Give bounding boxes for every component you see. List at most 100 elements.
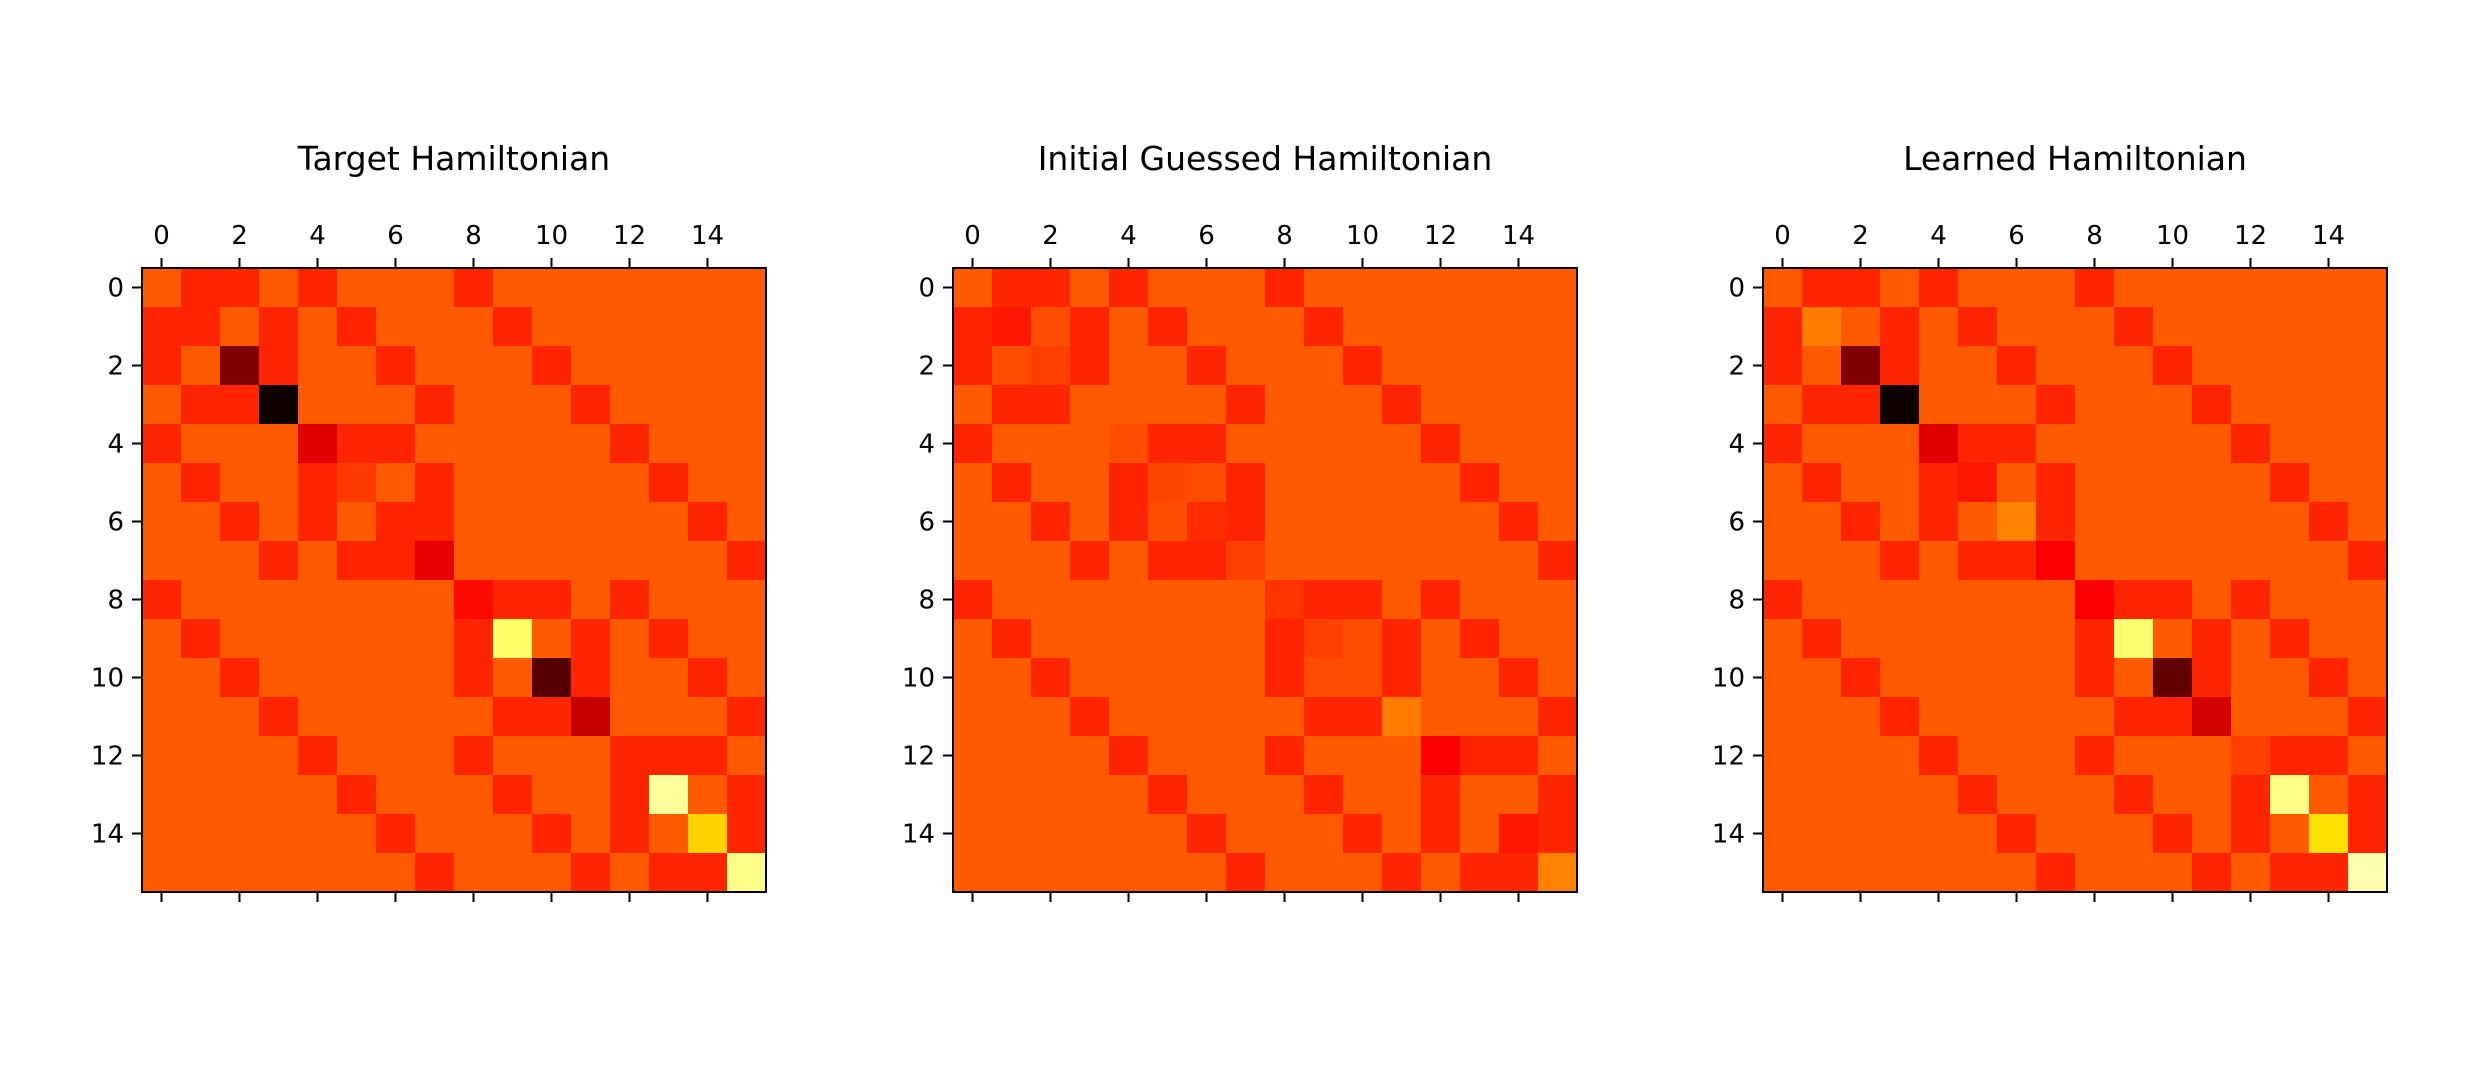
heatmap-cell	[415, 346, 455, 386]
heatmap-cell	[376, 853, 416, 893]
heatmap-cell	[1802, 346, 1842, 386]
heatmap-cell	[1997, 541, 2037, 581]
heatmap-cell	[1997, 463, 2037, 503]
y-tick-label: 6	[918, 508, 935, 538]
heatmap-cell	[298, 424, 338, 464]
heatmap-cell	[2036, 814, 2076, 854]
heatmap-cell	[610, 268, 650, 308]
heatmap-cell	[2270, 814, 2310, 854]
heatmap-cell	[1109, 580, 1149, 620]
heatmap-cell	[571, 736, 611, 776]
heatmap-cell	[259, 424, 299, 464]
heatmap-cell	[1148, 268, 1188, 308]
heatmap-cell	[649, 541, 689, 581]
heatmap-cell	[2192, 268, 2232, 308]
heatmap-cell	[1460, 424, 1500, 464]
x-tick-label: 10	[1346, 221, 1379, 251]
heatmap-cell	[1382, 268, 1422, 308]
heatmap-cell	[2348, 268, 2388, 308]
heatmap-cell	[1148, 853, 1188, 893]
heatmap-cell	[1187, 307, 1227, 347]
heatmap-cell	[376, 775, 416, 815]
heatmap-cell	[2192, 385, 2232, 425]
heatmap-cell	[1880, 736, 1920, 776]
heatmap-cell	[2348, 853, 2388, 893]
heatmap-cell	[1997, 502, 2037, 542]
heatmap-panel-0: Target Hamiltonian 0 2 4 6 8 10 12 14 0 2 4 6 8 10 12 14	[91, 139, 767, 902]
heatmap-cell	[1382, 814, 1422, 854]
heatmap-cell	[2153, 541, 2193, 581]
heatmap-cell	[337, 424, 377, 464]
heatmap-cell	[2114, 658, 2154, 698]
heatmap-cell	[1997, 814, 2037, 854]
heatmap-cell	[1304, 697, 1344, 737]
heatmap-cell	[415, 853, 455, 893]
heatmap-cell	[1304, 502, 1344, 542]
heatmap-cell	[571, 853, 611, 893]
heatmap-cell	[1763, 697, 1803, 737]
heatmap-cell	[1226, 736, 1266, 776]
heatmap-cell	[571, 619, 611, 659]
heatmap-cell	[2036, 736, 2076, 776]
heatmap-cell	[2153, 463, 2193, 503]
heatmap-cell	[181, 424, 221, 464]
heatmap-cell	[1919, 346, 1959, 386]
heatmap-cell	[1109, 853, 1149, 893]
heatmap-cell	[1343, 775, 1383, 815]
heatmap-cell	[1421, 346, 1461, 386]
heatmap-cell	[454, 580, 494, 620]
heatmap-cell	[454, 541, 494, 581]
heatmap-cell	[298, 775, 338, 815]
heatmap-cell	[649, 814, 689, 854]
heatmap-cell	[992, 853, 1032, 893]
heatmap-cell	[181, 775, 221, 815]
heatmap-cell	[610, 736, 650, 776]
heatmap-cell	[2309, 853, 2349, 893]
heatmap-cell	[1997, 307, 2037, 347]
heatmap-cell	[1763, 853, 1803, 893]
heatmap-cell	[1109, 346, 1149, 386]
y-tick-label: 14	[91, 820, 124, 850]
heatmap-cell	[1841, 541, 1881, 581]
heatmap-cell	[493, 736, 533, 776]
heatmap-cell	[1499, 268, 1539, 308]
heatmap-cell	[1958, 502, 1998, 542]
heatmap-cell	[1187, 697, 1227, 737]
heatmap-cell	[2270, 385, 2310, 425]
heatmap-cell	[298, 307, 338, 347]
heatmap-cell	[1919, 268, 1959, 308]
heatmap-cell	[2114, 541, 2154, 581]
heatmap-cell	[2114, 463, 2154, 503]
heatmap-cell	[1460, 385, 1500, 425]
heatmap-cell	[1802, 658, 1842, 698]
heatmap-cell	[1343, 463, 1383, 503]
heatmap-cell	[727, 502, 767, 542]
heatmap-cell	[1880, 268, 1920, 308]
heatmap-cell	[649, 697, 689, 737]
heatmap-cell	[2075, 853, 2115, 893]
heatmap-cell	[1265, 424, 1305, 464]
heatmap-cell	[1802, 580, 1842, 620]
heatmap-cell	[2348, 658, 2388, 698]
heatmap-cell	[1460, 463, 1500, 503]
y-tick-label: 8	[918, 586, 935, 616]
heatmap-cell	[2075, 463, 2115, 503]
heatmap-cell	[1304, 853, 1344, 893]
heatmap-cell	[1499, 424, 1539, 464]
heatmap-cell	[1187, 385, 1227, 425]
heatmap-cell	[1802, 307, 1842, 347]
heatmap-cell	[1841, 580, 1881, 620]
y-tick-label: 0	[918, 274, 935, 304]
heatmap-cell	[2075, 346, 2115, 386]
heatmap-cell	[220, 502, 260, 542]
heatmap-cell	[1919, 463, 1959, 503]
heatmap-cell	[610, 697, 650, 737]
heatmap-cell	[992, 814, 1032, 854]
heatmap-cell	[1841, 697, 1881, 737]
heatmap-cell	[1802, 853, 1842, 893]
heatmap-cell	[1265, 268, 1305, 308]
heatmap-cell	[1187, 814, 1227, 854]
heatmap-cell	[1421, 619, 1461, 659]
heatmap-cell	[298, 736, 338, 776]
heatmap-cell	[1031, 697, 1071, 737]
